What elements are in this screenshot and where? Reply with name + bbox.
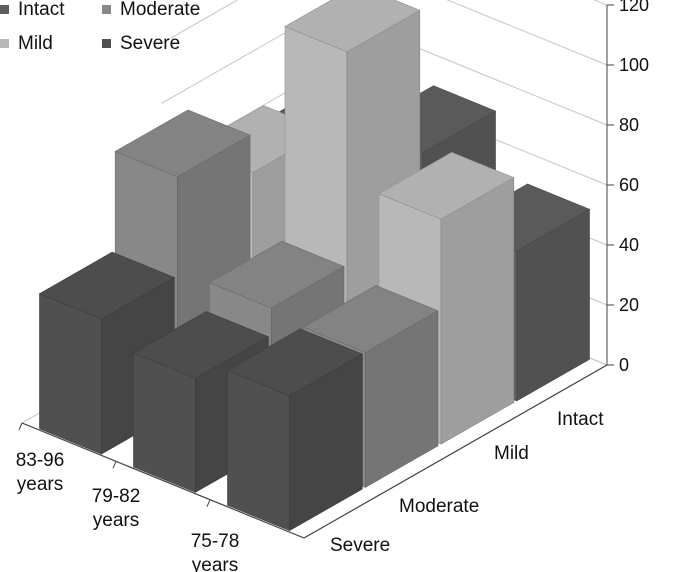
depth-label-mild: Mild (494, 443, 529, 464)
legend-label: Intact (18, 0, 65, 20)
depth-labels: Intact Mild Moderate Severe (330, 409, 604, 556)
legend-item-mild: Mild (0, 33, 53, 54)
legend-item-intact: Intact (0, 0, 65, 20)
depth-axis-line (303, 364, 608, 539)
y-tick-label: 120 (619, 0, 649, 15)
legend: Intact Moderate Mild Severe (0, 0, 200, 54)
category-tick (18, 422, 23, 431)
category-tick (112, 461, 117, 469)
legend-label: Mild (18, 33, 53, 54)
depth-label-intact: Intact (557, 409, 604, 430)
legend-item-severe: Severe (102, 33, 180, 54)
legend-label: Moderate (120, 0, 200, 20)
y-tick-label: 40 (619, 235, 639, 255)
y-tick-label: 60 (619, 175, 639, 195)
y-axis-ticks: 0 20 40 60 80 100 120 (606, 0, 649, 375)
legend-label: Severe (120, 33, 180, 54)
y-tick-label: 100 (619, 55, 649, 75)
gridline (161, 0, 608, 66)
legend-swatch (102, 39, 111, 48)
bars (38, 0, 591, 532)
legend-swatch (102, 5, 111, 14)
category-label: 75-78 years (191, 531, 240, 572)
depth-label-moderate: Moderate (399, 496, 479, 517)
category-axis-line (21, 422, 305, 539)
category-tick (206, 499, 211, 507)
legend-swatch (0, 39, 9, 48)
bar-severe-3 (226, 328, 363, 532)
category-label: 83-96 years (16, 450, 65, 495)
y-tick-label: 80 (619, 115, 639, 135)
depth-label-severe: Severe (330, 535, 390, 556)
y-tick-label: 20 (619, 295, 639, 315)
category-label: 79-82 years (92, 486, 141, 531)
legend-swatch (0, 5, 9, 14)
legend-item-moderate: Moderate (102, 0, 200, 20)
category-labels: 83-96 years 79-82 years 75-78 years (16, 422, 240, 572)
y-tick-label: 0 (619, 355, 629, 375)
